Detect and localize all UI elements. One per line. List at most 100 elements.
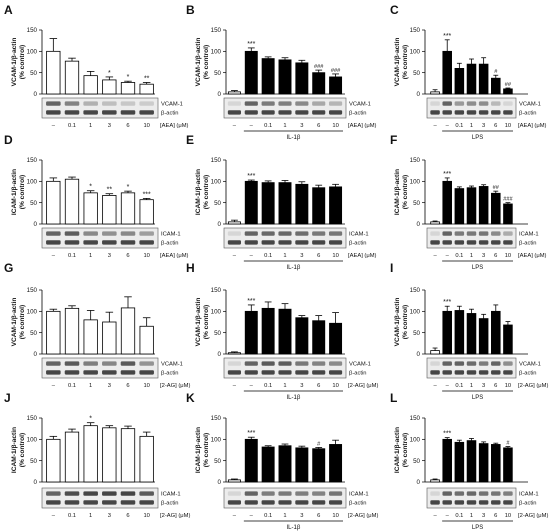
y-tick-label: 150	[410, 157, 421, 164]
actin-band	[466, 370, 477, 375]
actin-band	[64, 240, 80, 245]
actin-band	[278, 240, 292, 245]
actin-band	[244, 110, 258, 115]
bar	[120, 428, 136, 483]
actin-band	[227, 110, 242, 115]
actin-band	[491, 240, 501, 245]
stimulus-label: LPS	[472, 135, 483, 141]
significance-mark: ***	[443, 33, 451, 40]
bar	[466, 440, 477, 483]
significance-mark: ***	[443, 171, 451, 178]
bar	[120, 192, 136, 225]
blot-band	[466, 491, 477, 496]
y-tick-label: 0	[417, 221, 421, 228]
y-tick-label: 100	[211, 437, 222, 444]
y-axis-label-line: VCAM-1/β-actin	[195, 38, 202, 87]
actin-band	[120, 110, 136, 115]
actin-band	[328, 500, 343, 505]
panel-letter: H	[186, 261, 195, 275]
bar	[312, 72, 326, 95]
significance-mark: ***	[443, 299, 451, 306]
actin-band	[227, 240, 242, 245]
x-tick-label: 0.1	[68, 123, 76, 129]
blot-band	[244, 361, 258, 366]
y-axis-label: ICAM-1/β-actin(% control)	[195, 427, 210, 473]
x-tick-label: 6	[317, 253, 320, 259]
blot-label-actin: β-actin	[161, 240, 179, 246]
bar	[295, 183, 309, 225]
bar	[139, 435, 154, 483]
y-tick-label: 50	[413, 458, 420, 465]
bar	[442, 50, 452, 95]
y-tick-label: 100	[27, 49, 38, 56]
y-axis-label: ICAM-1/β-actin(% control)	[394, 427, 409, 473]
blot-band	[454, 491, 465, 496]
y-tick-label: 0	[34, 479, 38, 486]
bar	[244, 438, 258, 483]
blot-band	[454, 361, 465, 366]
western-blot	[426, 97, 517, 119]
blot-label-target: ICAM-1	[519, 232, 539, 238]
x-tick-label: 10	[505, 123, 511, 129]
blot-band	[328, 231, 343, 236]
blot-band	[442, 101, 452, 106]
bar	[139, 325, 154, 355]
actin-band	[503, 240, 513, 245]
x-tick-label: 10	[332, 513, 338, 519]
actin-band	[328, 110, 343, 115]
blot-band	[328, 101, 343, 106]
panel-letter: E	[186, 133, 194, 147]
bar	[227, 221, 241, 225]
stimulus-label: LPS	[472, 525, 483, 531]
actin-band	[491, 500, 501, 505]
actin-band	[46, 370, 61, 375]
bar	[503, 203, 513, 225]
bar	[261, 307, 275, 355]
x-tick-label: 3	[300, 253, 303, 259]
actin-band	[64, 110, 80, 115]
blot-label-target: ICAM-1	[161, 492, 181, 498]
actin-band	[295, 370, 309, 375]
actin-band	[46, 240, 61, 245]
bar	[261, 182, 275, 225]
blot-label-actin: β-actin	[161, 500, 179, 506]
bar	[454, 68, 465, 95]
y-tick-label: 150	[410, 287, 421, 294]
blot-band	[312, 491, 326, 496]
western-blot	[41, 487, 159, 509]
x-tick-label: 0.1	[455, 253, 463, 259]
x-tick-label: –	[446, 513, 450, 519]
agent-label: [2-AG] (μM)	[348, 383, 378, 389]
blot-label-target: ICAM-1	[519, 492, 539, 498]
y-axis-label-line: (% control)	[203, 433, 210, 467]
y-tick-label: 50	[413, 330, 420, 337]
x-tick-label: 6	[494, 253, 497, 259]
bar	[478, 443, 489, 483]
actin-band	[83, 370, 98, 375]
significance-mark: *	[89, 184, 92, 191]
y-axis-label-line: (% control)	[203, 305, 210, 339]
western-blot	[223, 227, 347, 249]
actin-band	[278, 500, 292, 505]
blot-band	[139, 231, 154, 236]
y-axis-label-line: (% control)	[19, 45, 26, 79]
blot-band	[102, 491, 117, 496]
y-axis-label-line: (% control)	[402, 433, 409, 467]
blot-band	[244, 101, 258, 106]
bar	[478, 63, 489, 95]
panel-letter: A	[4, 3, 13, 17]
western-blot	[41, 227, 159, 249]
bar	[64, 178, 80, 225]
western-blot	[426, 487, 517, 509]
agent-label: [2-AG] (μM)	[518, 383, 548, 389]
y-axis-label: VCAM-1/β-actin(% control)	[394, 38, 409, 87]
bar	[491, 192, 501, 225]
y-tick-label: 0	[218, 221, 222, 228]
actin-band	[295, 240, 309, 245]
significance-mark: ###	[503, 197, 513, 203]
x-tick-label: 1	[283, 383, 286, 389]
x-tick-label: –	[446, 383, 450, 389]
